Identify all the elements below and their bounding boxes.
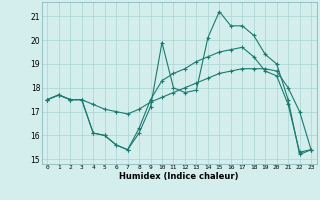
X-axis label: Humidex (Indice chaleur): Humidex (Indice chaleur) — [119, 172, 239, 181]
